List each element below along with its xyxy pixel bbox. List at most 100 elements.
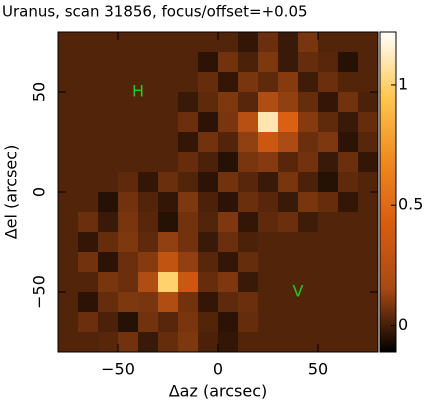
- heat-cell: [298, 152, 319, 173]
- heat-cell: [98, 92, 119, 113]
- heat-cell: [58, 52, 79, 73]
- heat-cell: [58, 252, 79, 273]
- heat-cell: [298, 272, 319, 293]
- heat-cell: [278, 172, 299, 193]
- heat-cell: [358, 252, 379, 273]
- heat-cell: [138, 172, 159, 193]
- heat-cell: [78, 72, 99, 93]
- heat-cell: [218, 212, 239, 233]
- heat-cell: [338, 252, 359, 273]
- y-tick-label: −50: [30, 275, 49, 309]
- heat-cell: [278, 272, 299, 293]
- heat-cell: [238, 192, 259, 213]
- heat-cell: [198, 72, 219, 93]
- heat-cell: [98, 272, 119, 293]
- heat-cell: [198, 272, 219, 293]
- heat-cell: [318, 292, 339, 313]
- heat-cell: [198, 152, 219, 173]
- heat-cell: [318, 232, 339, 253]
- heat-cell: [78, 232, 99, 253]
- heat-cell: [78, 272, 99, 293]
- heat-cell: [338, 52, 359, 73]
- y-tick-label: 0: [30, 187, 49, 197]
- heat-cell: [298, 32, 319, 53]
- heat-cell: [138, 192, 159, 213]
- heat-cell: [298, 52, 319, 73]
- heat-cell: [78, 312, 99, 333]
- heat-cell: [298, 192, 319, 213]
- heat-cell: [238, 112, 259, 133]
- heat-cell: [118, 272, 139, 293]
- heat-cell: [178, 92, 199, 113]
- heat-cell: [358, 92, 379, 113]
- heat-cell: [318, 52, 339, 73]
- heat-cell: [138, 212, 159, 233]
- heat-cell: [78, 252, 99, 273]
- heat-cell: [338, 212, 359, 233]
- heat-cell: [198, 112, 219, 133]
- heat-cell: [218, 72, 239, 93]
- heat-cell: [358, 112, 379, 133]
- heat-cell: [358, 232, 379, 253]
- heat-cell: [318, 112, 339, 133]
- heat-cell: [318, 192, 339, 213]
- y-tick-label: 50: [30, 82, 49, 102]
- heat-cell: [258, 172, 279, 193]
- x-tick-label: −50: [101, 360, 135, 379]
- heat-cell: [138, 332, 159, 353]
- heat-cell: [178, 252, 199, 273]
- heat-cell: [98, 232, 119, 253]
- heat-cell: [58, 112, 79, 133]
- heat-cell: [158, 112, 179, 133]
- heat-cell: [358, 292, 379, 313]
- heat-cell: [178, 272, 199, 293]
- heat-cell: [298, 292, 319, 313]
- heat-cell: [178, 112, 199, 133]
- heat-cell: [218, 332, 239, 353]
- heat-cell: [318, 272, 339, 293]
- x-axis-label: Δaz (arcsec): [169, 382, 268, 401]
- heat-cell: [178, 292, 199, 313]
- heat-cell: [178, 32, 199, 53]
- annotation: V: [293, 282, 304, 301]
- heat-cell: [258, 312, 279, 333]
- heat-cell: [98, 172, 119, 193]
- heat-cell: [58, 192, 79, 213]
- heat-cell: [218, 232, 239, 253]
- heat-cell: [238, 92, 259, 113]
- heat-cell: [138, 152, 159, 173]
- heat-cell: [278, 252, 299, 273]
- heat-cell: [358, 132, 379, 153]
- heat-cell: [138, 92, 159, 113]
- heat-cell: [138, 252, 159, 273]
- chart-title: Uranus, scan 31856, focus/offset=+0.05: [2, 3, 308, 21]
- heat-cell: [358, 312, 379, 333]
- heat-cell: [98, 52, 119, 73]
- heat-cell: [278, 332, 299, 353]
- heat-cell: [198, 52, 219, 73]
- heat-cell: [58, 152, 79, 173]
- heat-cell: [158, 172, 179, 193]
- heat-cell: [58, 272, 79, 293]
- heat-cell: [258, 52, 279, 73]
- heat-cell: [78, 192, 99, 213]
- heat-cell: [118, 112, 139, 133]
- heat-cell: [58, 172, 79, 193]
- heat-cell: [318, 72, 339, 93]
- heat-cell: [178, 212, 199, 233]
- colorbar-tick-label: 0: [398, 315, 408, 334]
- heat-cell: [258, 92, 279, 113]
- heat-cell: [278, 132, 299, 153]
- heat-cell: [218, 32, 239, 53]
- heat-cell: [238, 232, 259, 253]
- heat-cell: [138, 132, 159, 153]
- heat-cell: [338, 112, 359, 133]
- heat-cell: [218, 272, 239, 293]
- heat-cell: [98, 252, 119, 273]
- heat-cell: [158, 52, 179, 73]
- heat-cell: [198, 32, 219, 53]
- x-tick-label: 50: [308, 360, 328, 379]
- heat-cell: [258, 152, 279, 173]
- heat-cell: [138, 312, 159, 333]
- heat-cell: [178, 332, 199, 353]
